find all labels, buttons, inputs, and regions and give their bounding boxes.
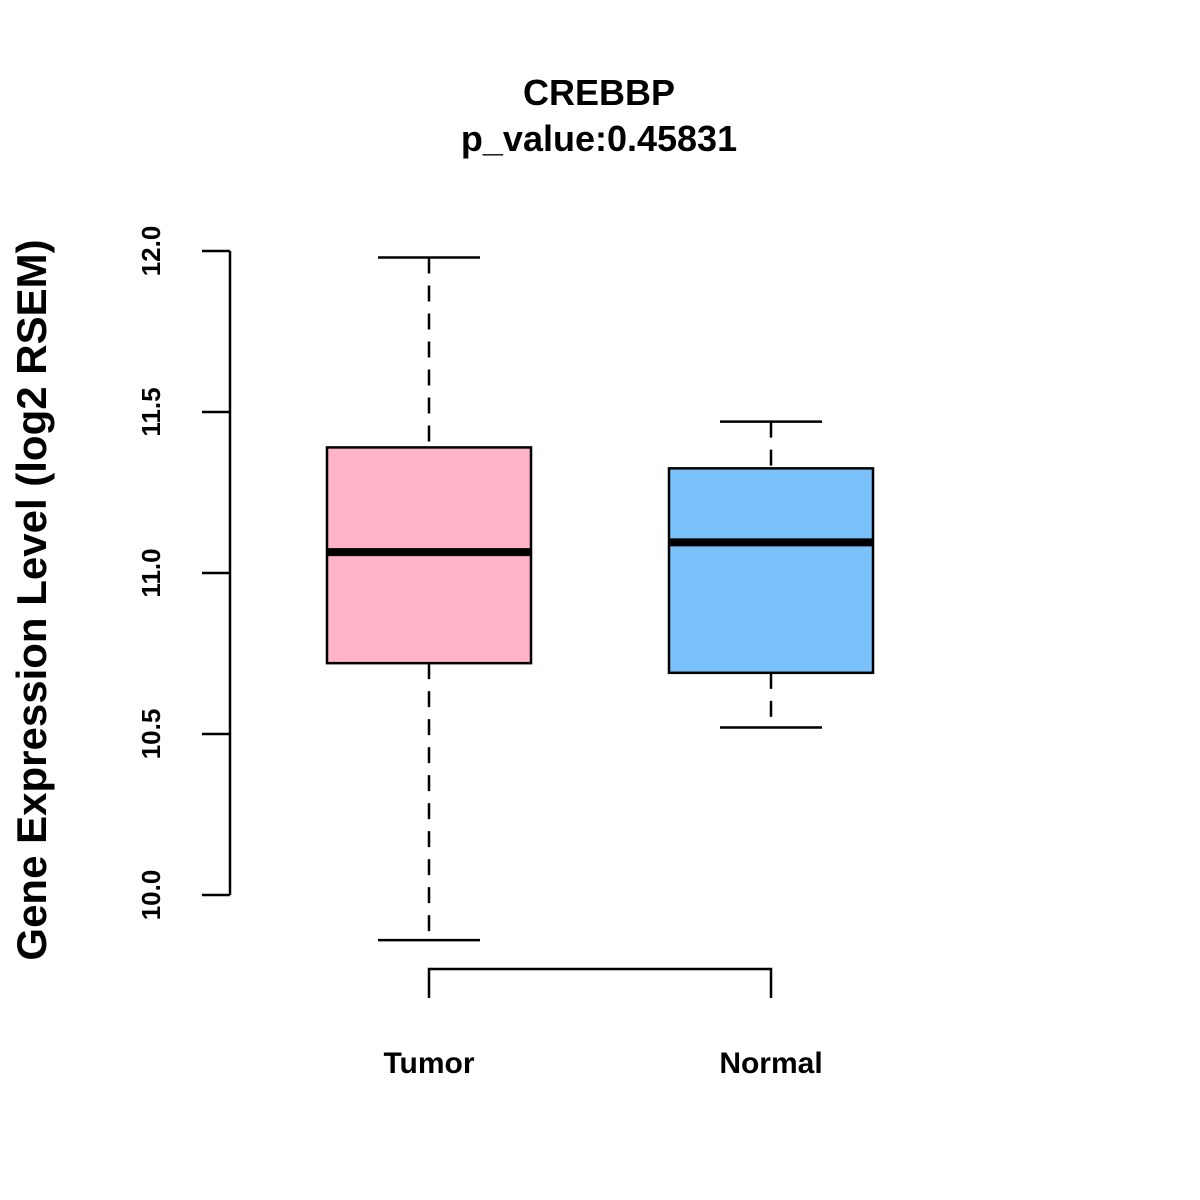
y-tick-label-4: 12.0 bbox=[136, 226, 166, 277]
chart-subtitle: p_value:0.45831 bbox=[461, 118, 737, 159]
box-normal bbox=[667, 420, 875, 729]
y-axis-title: Gene Expression Level (log2 RSEM) bbox=[8, 239, 55, 960]
chart-title: CREBBP bbox=[523, 72, 675, 113]
y-tick-label-0: 10.0 bbox=[136, 870, 166, 921]
box-tumor bbox=[325, 256, 533, 942]
y-tick-label-1: 10.5 bbox=[136, 709, 166, 760]
y-axis: 10.0 10.5 11.0 11.5 12.0 bbox=[136, 226, 232, 921]
y-tick-label-2: 11.0 bbox=[136, 548, 166, 597]
comparison-bracket-group bbox=[427, 967, 773, 998]
category-labels: Tumor Normal bbox=[383, 1047, 822, 1080]
comparison-bracket bbox=[427, 967, 773, 998]
iqr-box bbox=[667, 467, 875, 675]
y-tick-label-3: 11.5 bbox=[136, 387, 166, 436]
category-label-normal: Normal bbox=[719, 1047, 822, 1080]
boxes-group bbox=[325, 256, 875, 942]
category-label-tumor: Tumor bbox=[383, 1047, 474, 1080]
